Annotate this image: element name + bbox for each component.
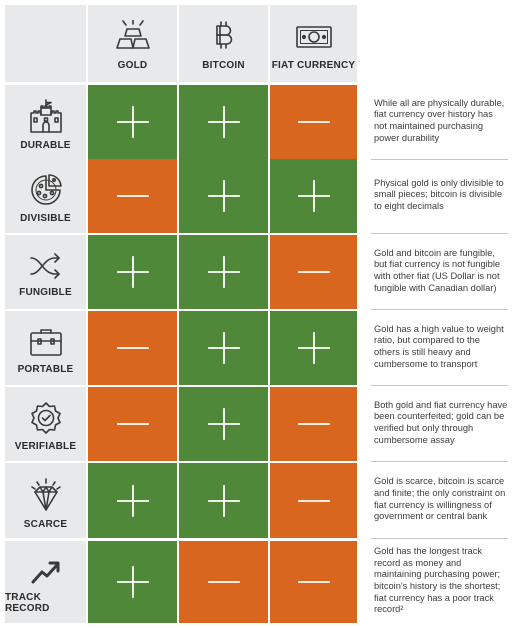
plus-icon (207, 180, 240, 212)
minus-icon (116, 423, 149, 425)
row-description-text: Gold and bitcoin are fungible, but fiat … (374, 247, 501, 293)
row-separator (371, 159, 508, 160)
row-description-text: Gold is scarce, bitcoin is scarce and fi… (374, 476, 506, 522)
row-description-text: Physical gold is only divisible to small… (374, 177, 504, 211)
row-header-label: TRACK RECORD (5, 591, 50, 614)
row-header-scarce: SCARCE (5, 463, 86, 538)
row-header-label: VERIFIABLE (14, 441, 77, 452)
minus-icon (297, 121, 330, 123)
mark-cell-durable-fiat (270, 85, 357, 159)
briefcase-icon (29, 329, 62, 356)
column-header-bitcoin: BITCOIN (179, 5, 268, 82)
mark-cell-durable-gold (88, 85, 177, 159)
plus-icon (207, 484, 240, 517)
row-header-label: DIVISIBLE (20, 213, 71, 224)
row-separator (371, 461, 508, 462)
diamond-icon (30, 477, 61, 511)
column-header-gold: GOLD (88, 5, 177, 82)
plus-icon (116, 484, 149, 517)
plus-icon (207, 408, 240, 440)
bitcoin-icon (215, 21, 232, 49)
row-description-text: Both gold and fiat currency have been co… (374, 399, 508, 445)
mark-cell-portable-fiat (270, 311, 357, 385)
column-header-fiat: FIAT CURRENCY (270, 5, 357, 82)
row-header-portable: PORTABLE (5, 311, 86, 385)
row-description-verifiable: Both gold and fiat currency have been co… (374, 389, 508, 457)
mark-cell-track_record-fiat (270, 541, 357, 623)
mark-cell-verifiable-gold (88, 387, 177, 461)
gold-bars-icon (115, 20, 150, 49)
row-description-divisible: Physical gold is only divisible to small… (374, 161, 508, 229)
row-description-portable: Gold has a high value to weight ratio, b… (374, 313, 508, 381)
corner-cell (5, 5, 86, 82)
row-separator (371, 309, 508, 310)
plus-icon (116, 566, 149, 598)
mark-cell-track_record-bitcoin (179, 541, 268, 623)
castle-icon (29, 99, 62, 133)
row-separator (371, 538, 508, 539)
plus-icon (207, 106, 240, 138)
plus-icon (207, 256, 240, 288)
row-header-track_record: TRACK RECORD (5, 541, 86, 623)
minus-icon (297, 499, 330, 502)
row-description-text: Gold has the longest track record as mon… (374, 546, 501, 615)
column-header-label: BITCOIN (202, 60, 245, 71)
row-header-divisible: DIVISIBLE (5, 159, 86, 233)
mark-cell-scarce-gold (88, 463, 177, 538)
plus-icon (297, 332, 330, 364)
mark-cell-verifiable-bitcoin (179, 387, 268, 461)
row-description-fungible: Gold and bitcoin are fungible, but fiat … (374, 237, 508, 305)
mark-cell-durable-bitcoin (179, 85, 268, 159)
minus-icon (297, 581, 330, 583)
row-description-track_record: Gold has the longest track record as mon… (374, 543, 508, 619)
mark-cell-verifiable-fiat (270, 387, 357, 461)
row-header-label: SCARCE (23, 518, 68, 530)
mark-cell-fungible-gold (88, 235, 177, 309)
row-header-verifiable: VERIFIABLE (5, 387, 86, 461)
mark-cell-portable-bitcoin (179, 311, 268, 385)
mark-cell-divisible-bitcoin (179, 159, 268, 233)
row-separator (371, 385, 508, 386)
row-separator (371, 233, 508, 234)
mark-cell-portable-gold (88, 311, 177, 385)
mark-cell-fungible-bitcoin (179, 235, 268, 309)
column-header-label: GOLD (117, 60, 148, 71)
mark-cell-fungible-fiat (270, 235, 357, 309)
shuffle-icon (29, 253, 60, 279)
mark-cell-scarce-fiat (270, 463, 357, 538)
plus-icon (116, 106, 149, 138)
row-description-scarce: Gold is scarce, bitcoin is scarce and fi… (374, 465, 508, 534)
plus-icon (207, 332, 240, 364)
row-header-label: PORTABLE (17, 364, 74, 375)
minus-icon (116, 195, 149, 197)
plus-icon (116, 256, 149, 288)
minus-icon (297, 423, 330, 425)
row-description-text: Gold has a high value to weight ratio, b… (374, 323, 504, 369)
row-header-label: FUNGIBLE (19, 287, 72, 298)
mark-cell-scarce-bitcoin (179, 463, 268, 538)
pizza-icon (30, 174, 62, 205)
minus-icon (207, 581, 240, 583)
plus-icon (297, 180, 330, 212)
row-description-durable: While all are physically durable, fiat c… (374, 87, 508, 155)
row-header-label: DURABLE (20, 140, 71, 151)
row-header-fungible: FUNGIBLE (5, 235, 86, 309)
minus-icon (297, 271, 330, 273)
minus-icon (116, 347, 149, 349)
trend-arrow-icon (31, 561, 59, 583)
banknote-icon (295, 26, 332, 48)
mark-cell-divisible-gold (88, 159, 177, 233)
mark-cell-divisible-fiat (270, 159, 357, 233)
row-header-durable: DURABLE (5, 85, 86, 159)
row-description-text: While all are physically durable, fiat c… (374, 97, 505, 143)
verified-badge-icon (30, 402, 61, 434)
mark-cell-track_record-gold (88, 541, 177, 623)
column-header-label: FIAT CURRENCY (271, 60, 356, 71)
